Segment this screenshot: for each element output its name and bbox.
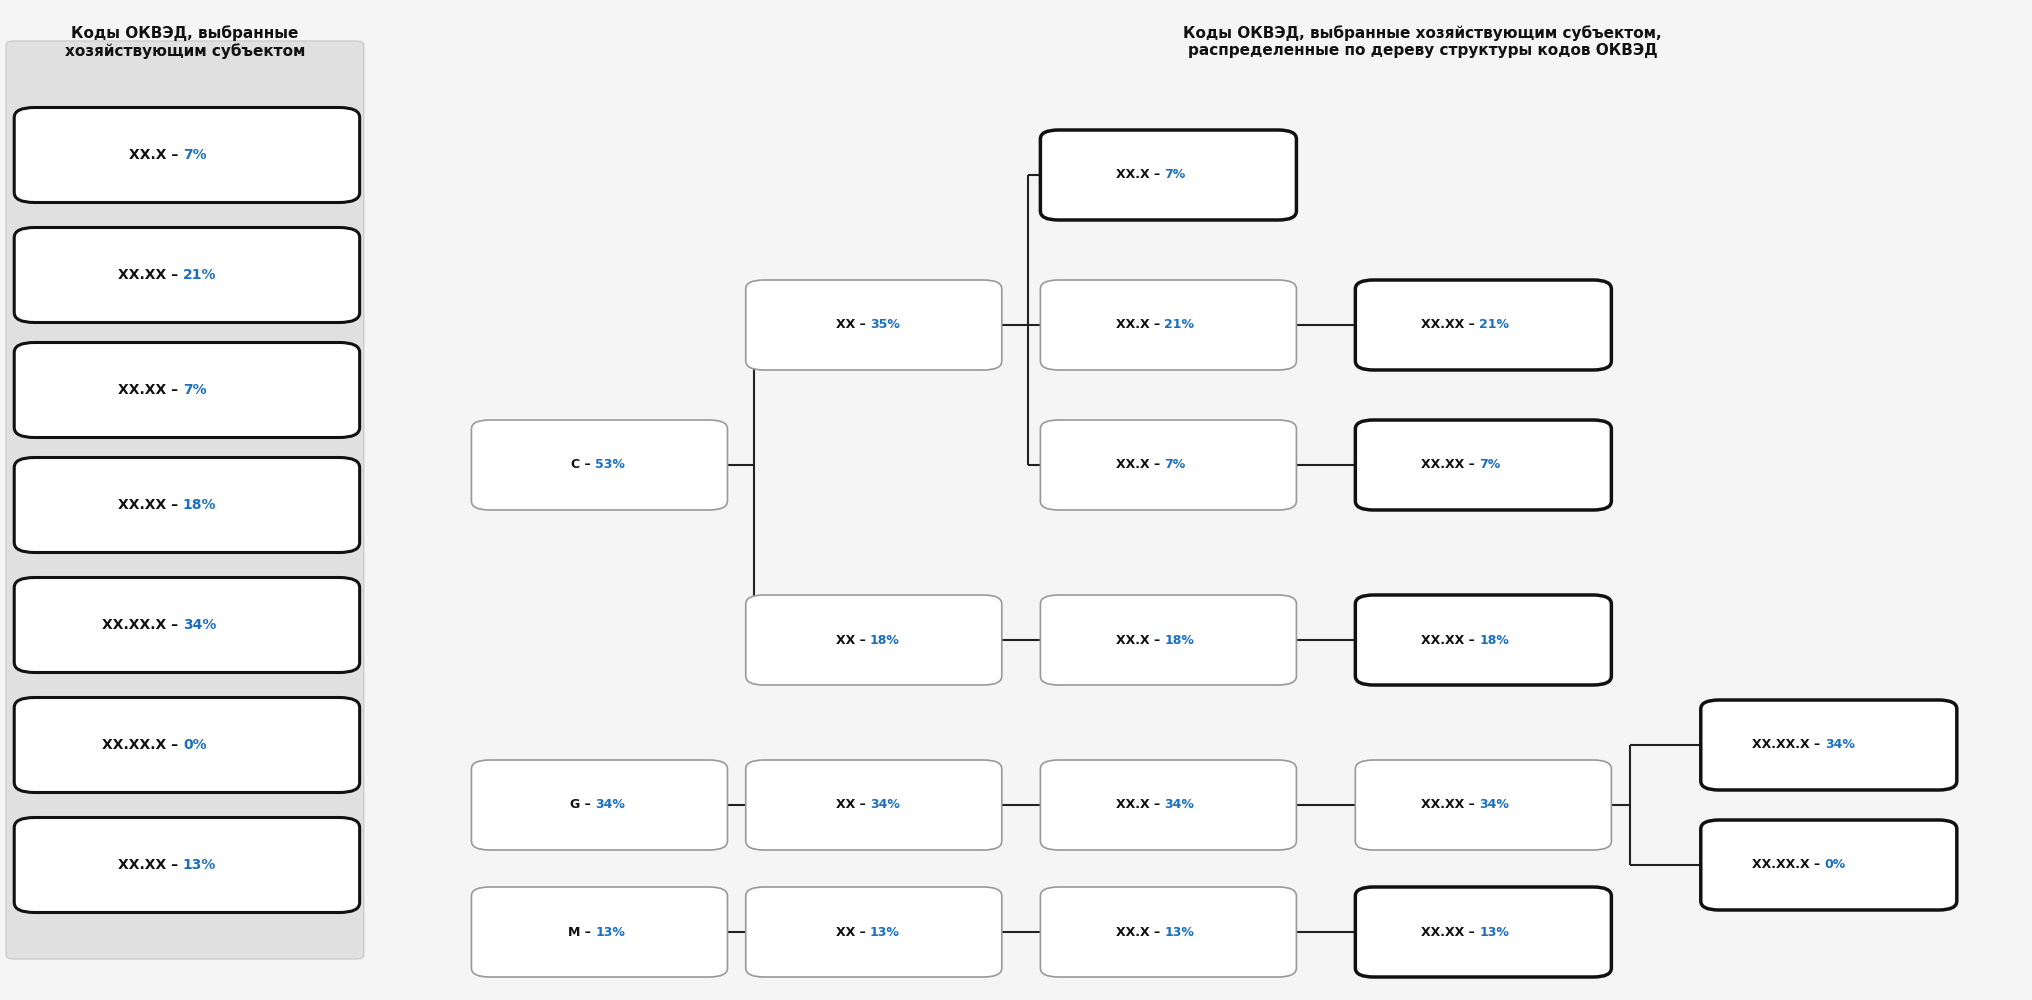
Text: XX –: XX – — [835, 318, 870, 332]
FancyBboxPatch shape — [6, 41, 364, 959]
FancyBboxPatch shape — [1701, 700, 1957, 790]
Text: XX.X –: XX.X – — [1116, 458, 1164, 472]
Text: XX.XX –: XX.XX – — [118, 383, 183, 397]
Text: 53%: 53% — [595, 458, 626, 472]
FancyBboxPatch shape — [1040, 130, 1296, 220]
Text: Коды ОКВЭД, выбранные хозяйствующим субъектом,
распределенные по дереву структур: Коды ОКВЭД, выбранные хозяйствующим субъ… — [1183, 25, 1662, 58]
Text: XX.X –: XX.X – — [1116, 168, 1164, 182]
FancyBboxPatch shape — [1355, 280, 1611, 370]
Text: 18%: 18% — [1479, 634, 1510, 647]
Text: 34%: 34% — [1164, 798, 1195, 812]
FancyBboxPatch shape — [1040, 760, 1296, 850]
Text: XX.XX.X –: XX.XX.X – — [1752, 858, 1825, 871]
FancyBboxPatch shape — [1701, 820, 1957, 910]
Text: 35%: 35% — [870, 318, 900, 332]
FancyBboxPatch shape — [14, 342, 360, 438]
FancyBboxPatch shape — [14, 578, 360, 672]
Text: 7%: 7% — [183, 383, 207, 397]
Text: 34%: 34% — [1479, 798, 1510, 812]
Text: XX.XX.X –: XX.XX.X – — [1752, 738, 1825, 752]
Text: XX.XX –: XX.XX – — [1420, 634, 1479, 647]
Text: XX.X –: XX.X – — [128, 148, 183, 162]
Text: 7%: 7% — [183, 148, 207, 162]
Text: XX –: XX – — [835, 634, 870, 647]
Text: M –: M – — [569, 926, 595, 938]
Text: XX.XX –: XX.XX – — [1420, 458, 1479, 472]
FancyBboxPatch shape — [14, 458, 360, 552]
Text: 34%: 34% — [1825, 738, 1855, 752]
Text: 21%: 21% — [183, 268, 215, 282]
Text: C –: C – — [571, 458, 595, 472]
Text: 7%: 7% — [1479, 458, 1500, 472]
FancyBboxPatch shape — [471, 760, 727, 850]
Text: 0%: 0% — [183, 738, 207, 752]
Text: 13%: 13% — [870, 926, 900, 938]
FancyBboxPatch shape — [1040, 887, 1296, 977]
Text: XX.X –: XX.X – — [1116, 798, 1164, 812]
Text: 21%: 21% — [1164, 318, 1195, 332]
FancyBboxPatch shape — [1355, 760, 1611, 850]
Text: 7%: 7% — [1164, 168, 1185, 182]
FancyBboxPatch shape — [1355, 420, 1611, 510]
Text: 34%: 34% — [870, 798, 900, 812]
FancyBboxPatch shape — [1040, 420, 1296, 510]
Text: 18%: 18% — [183, 498, 215, 512]
FancyBboxPatch shape — [14, 107, 360, 202]
Text: G –: G – — [571, 798, 595, 812]
Text: XX.XX –: XX.XX – — [118, 268, 183, 282]
FancyBboxPatch shape — [746, 280, 1002, 370]
Text: XX –: XX – — [835, 926, 870, 938]
FancyBboxPatch shape — [746, 887, 1002, 977]
Text: 13%: 13% — [1164, 926, 1195, 938]
Text: XX.XX –: XX.XX – — [1420, 926, 1479, 938]
Text: 13%: 13% — [595, 926, 626, 938]
Text: 18%: 18% — [1164, 634, 1195, 647]
Text: 21%: 21% — [1479, 318, 1510, 332]
Text: XX –: XX – — [835, 798, 870, 812]
FancyBboxPatch shape — [14, 228, 360, 322]
FancyBboxPatch shape — [1040, 595, 1296, 685]
Text: XX.XX –: XX.XX – — [118, 858, 183, 872]
FancyBboxPatch shape — [746, 760, 1002, 850]
Text: Коды ОКВЭД, выбранные
хозяйствующим субъектом: Коды ОКВЭД, выбранные хозяйствующим субъ… — [65, 25, 305, 59]
Text: 18%: 18% — [870, 634, 900, 647]
Text: XX.X –: XX.X – — [1116, 634, 1164, 647]
Text: XX.XX.X –: XX.XX.X – — [102, 738, 183, 752]
Text: XX.XX –: XX.XX – — [1420, 318, 1479, 332]
FancyBboxPatch shape — [471, 420, 727, 510]
FancyBboxPatch shape — [1355, 887, 1611, 977]
Text: XX.X –: XX.X – — [1116, 926, 1164, 938]
FancyBboxPatch shape — [1040, 280, 1296, 370]
Text: 13%: 13% — [183, 858, 215, 872]
Text: 13%: 13% — [1479, 926, 1510, 938]
Text: XX.XX.X –: XX.XX.X – — [102, 618, 183, 632]
Text: 0%: 0% — [1825, 858, 1845, 871]
Text: XX.XX –: XX.XX – — [118, 498, 183, 512]
Text: 34%: 34% — [595, 798, 626, 812]
FancyBboxPatch shape — [471, 887, 727, 977]
FancyBboxPatch shape — [14, 698, 360, 792]
Text: 7%: 7% — [1164, 458, 1185, 472]
FancyBboxPatch shape — [1355, 595, 1611, 685]
FancyBboxPatch shape — [746, 595, 1002, 685]
Text: 34%: 34% — [183, 618, 215, 632]
Text: XX.XX –: XX.XX – — [1420, 798, 1479, 812]
FancyBboxPatch shape — [14, 818, 360, 912]
Text: XX.X –: XX.X – — [1116, 318, 1164, 332]
